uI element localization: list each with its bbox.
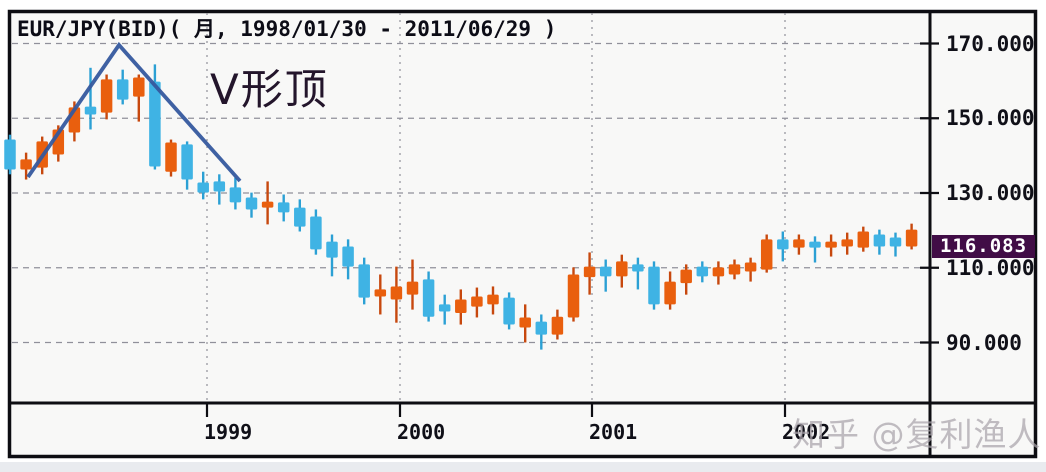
- candle-up: [728, 264, 741, 275]
- candle-up: [487, 294, 499, 305]
- candle-down: [245, 197, 258, 210]
- candle-down: [342, 246, 354, 267]
- chart-frame: [7, 9, 1038, 459]
- candle-down: [422, 279, 435, 317]
- candle-up: [905, 229, 918, 247]
- x-axis-label: 2001: [589, 420, 638, 444]
- candle-down: [358, 264, 370, 298]
- candle-down: [599, 266, 612, 277]
- candle-down: [809, 241, 821, 248]
- candle-up: [551, 316, 564, 335]
- candle-down: [116, 79, 129, 100]
- candle-down: [326, 241, 338, 258]
- candle-up: [680, 269, 692, 284]
- candle-down: [197, 182, 209, 193]
- candle-down: [503, 297, 515, 325]
- candle-up: [406, 281, 419, 295]
- candle-down: [277, 202, 290, 213]
- y-axis-label: 170.000: [946, 31, 1035, 56]
- v-top-annotation-label[interactable]: V形顶: [210, 65, 329, 114]
- candle-up: [471, 296, 483, 307]
- candle-down: [873, 234, 886, 247]
- y-axis-label: 90.000: [946, 330, 1022, 355]
- candle-down: [181, 144, 193, 180]
- x-axis-label: 2000: [397, 420, 446, 444]
- candle-up: [100, 79, 113, 113]
- candle-up: [261, 201, 274, 208]
- candle-up: [20, 159, 32, 170]
- v-top-trendline[interactable]: [26, 41, 242, 183]
- candle-down: [777, 239, 789, 250]
- candle-down: [229, 187, 242, 203]
- candle-up: [664, 281, 676, 305]
- candle-down: [438, 304, 451, 312]
- candle-up: [760, 239, 773, 270]
- candle-down: [4, 139, 16, 170]
- candle-down: [213, 181, 226, 192]
- candle-up: [825, 241, 837, 248]
- chart-title: EUR/JPY(BID)( 月, 1998/01/30 - 2011/06/29…: [17, 17, 557, 41]
- candle-up: [390, 286, 403, 300]
- watermark: 知乎 @复利渔人: [792, 415, 1042, 454]
- candle-down: [632, 264, 644, 272]
- candle-up: [712, 267, 725, 277]
- candle-down: [696, 266, 709, 277]
- bottom-edge-strip: [0, 462, 1046, 472]
- y-axis-label: 150.000: [946, 106, 1035, 131]
- x-axis-label: 1999: [204, 420, 253, 444]
- candle-up: [165, 142, 177, 172]
- candle-down: [294, 207, 306, 227]
- candle-up: [583, 266, 596, 278]
- candle-up: [133, 77, 145, 97]
- candle-up: [841, 239, 853, 247]
- candle-up: [616, 261, 628, 277]
- candle-up: [374, 289, 387, 297]
- candle-up: [793, 239, 805, 248]
- last-price-badge: 116.083: [932, 235, 1035, 258]
- candle-down: [889, 237, 902, 247]
- candle-up: [455, 299, 467, 313]
- candle-up: [744, 262, 757, 272]
- candle-up: [567, 274, 580, 318]
- candle-down: [648, 266, 660, 305]
- y-axis-label: 130.000: [946, 181, 1035, 205]
- candle-up: [857, 231, 870, 248]
- candle-down: [149, 81, 161, 167]
- candle-down: [84, 106, 97, 115]
- candle-down: [310, 216, 322, 250]
- candle-up: [519, 317, 531, 328]
- candle-down: [535, 321, 548, 335]
- y-axis-label: 110.000: [946, 255, 1035, 280]
- x-axis-label: 2002: [782, 420, 831, 444]
